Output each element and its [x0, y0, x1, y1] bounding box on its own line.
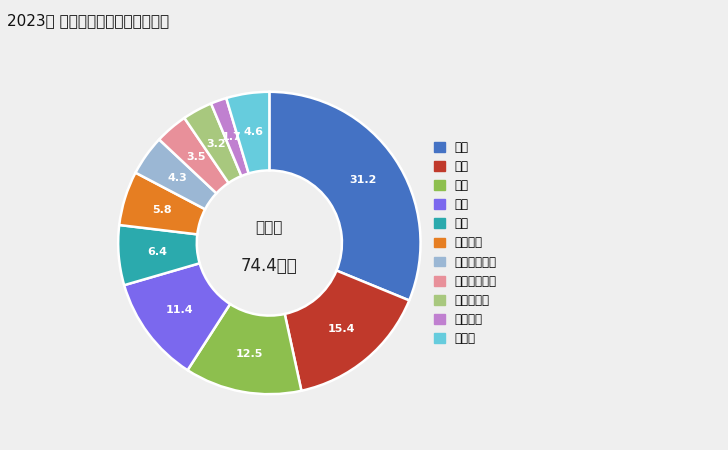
- Wedge shape: [211, 98, 249, 176]
- Text: 31.2: 31.2: [349, 175, 376, 185]
- Text: 3.5: 3.5: [186, 153, 206, 162]
- Wedge shape: [118, 225, 199, 285]
- Wedge shape: [159, 118, 229, 194]
- Wedge shape: [269, 92, 421, 301]
- Wedge shape: [119, 173, 205, 234]
- Text: 1.7: 1.7: [221, 132, 242, 142]
- Legend: 中国, 台湾, タイ, 米国, 韓国, ベトナム, インドネシア, シンガポール, マレーシア, メキシコ, その他: 中国, 台湾, タイ, 米国, 韓国, ベトナム, インドネシア, シンガポール…: [434, 141, 496, 345]
- Text: 6.4: 6.4: [147, 247, 167, 257]
- Wedge shape: [226, 92, 269, 173]
- Text: 3.2: 3.2: [206, 139, 226, 149]
- Text: 74.4億円: 74.4億円: [241, 256, 298, 274]
- Text: 15.4: 15.4: [328, 324, 355, 334]
- Text: 4.6: 4.6: [243, 126, 263, 136]
- Wedge shape: [184, 104, 242, 183]
- Text: 5.8: 5.8: [152, 205, 172, 215]
- Text: 11.4: 11.4: [165, 306, 193, 315]
- Wedge shape: [188, 304, 301, 394]
- Text: 12.5: 12.5: [236, 349, 263, 359]
- Text: 4.3: 4.3: [167, 173, 188, 183]
- Wedge shape: [135, 140, 216, 209]
- Text: 総　額: 総 額: [256, 220, 283, 235]
- Wedge shape: [124, 263, 230, 370]
- Wedge shape: [285, 270, 409, 391]
- Text: 2023年 輸出相手国のシェア（％）: 2023年 輸出相手国のシェア（％）: [7, 14, 170, 28]
